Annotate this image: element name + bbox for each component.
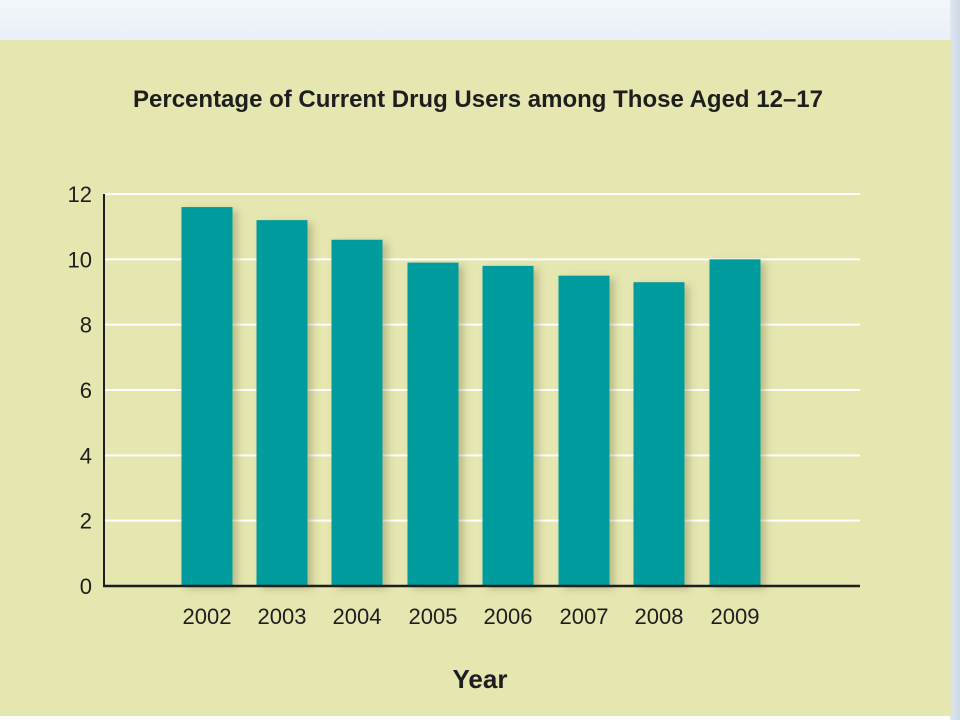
y-tick-label: 2 (80, 509, 92, 534)
bar-2007 (558, 275, 610, 586)
y-tick-labels: 0 2 4 6 8 10 12 (68, 182, 92, 599)
chart-title: Percentage of Current Drug Users among T… (133, 86, 823, 113)
bar-2004 (331, 239, 383, 586)
y-tick-label: 4 (80, 443, 92, 468)
bar-2008 (633, 282, 685, 586)
top-band (0, 0, 960, 40)
y-tick-label: 8 (80, 313, 92, 338)
bar-2009 (709, 259, 761, 586)
right-edge (950, 0, 960, 720)
x-tick-label: 2008 (635, 604, 684, 629)
x-tick-label: 2004 (333, 604, 382, 629)
x-tick-label: 2006 (484, 604, 533, 629)
bar-2002 (181, 207, 233, 587)
bar-2003 (256, 220, 308, 586)
y-tick-label: 10 (68, 247, 92, 272)
y-tick-label: 0 (80, 574, 92, 599)
x-tick-label: 2005 (409, 604, 458, 629)
bar-2006 (482, 265, 534, 586)
bar-2005 (407, 262, 459, 586)
x-tick-label: 2007 (560, 604, 609, 629)
x-tick-label: 2003 (258, 604, 307, 629)
y-tick-label: 12 (68, 182, 92, 207)
x-tick-label: 2009 (711, 604, 760, 629)
x-axis-title: Year (453, 664, 508, 694)
axes (103, 194, 860, 588)
chart-panel (0, 40, 952, 716)
bars (181, 207, 761, 587)
y-tick-label: 6 (80, 378, 92, 403)
x-tick-label: 2002 (183, 604, 232, 629)
x-tick-labels: 2002 2003 2004 2005 2006 2007 2008 2009 (183, 604, 760, 629)
